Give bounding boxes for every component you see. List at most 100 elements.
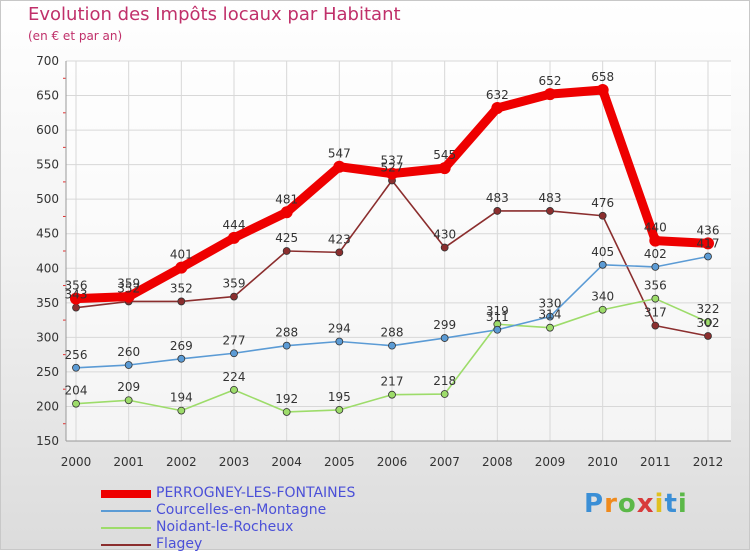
data-point: [544, 88, 556, 101]
y-tick-label: 500: [36, 192, 59, 206]
data-label: 356: [65, 279, 88, 293]
data-point: [651, 321, 660, 330]
data-point: [704, 252, 712, 261]
data-point: [175, 261, 188, 274]
data-label: 632: [486, 88, 509, 102]
data-point: [124, 396, 133, 405]
data-label: 417: [697, 237, 720, 251]
legend-swatch: [101, 510, 151, 512]
chart-title: Evolution des Impôts locaux par Habitant: [28, 4, 401, 25]
data-label: 436: [697, 223, 720, 237]
data-point: [282, 247, 291, 255]
data-label: 537: [381, 154, 404, 168]
data-point: [177, 354, 186, 363]
data-label: 288: [381, 326, 404, 340]
data-point: [702, 237, 714, 250]
data-label: 652: [539, 74, 562, 88]
chart-subtitle: (en € et par an): [28, 29, 123, 43]
data-label: 224: [223, 370, 246, 384]
data-point: [177, 297, 186, 306]
data-label: 218: [433, 374, 456, 388]
y-tick-label: 650: [36, 89, 59, 103]
data-label: 401: [170, 248, 193, 262]
data-label: 359: [223, 277, 246, 291]
data-label: 340: [591, 290, 614, 304]
legend-swatch: [101, 527, 151, 529]
y-tick-label: 150: [36, 434, 59, 448]
x-tick-label: 2001: [113, 455, 144, 469]
legend-label: Courcelles-en-Montagne: [156, 502, 327, 518]
x-tick-label: 2012: [693, 455, 724, 469]
data-label: 314: [539, 308, 562, 322]
legend-label: Noidant-le-Rocheux: [156, 519, 294, 535]
data-label: 277: [223, 333, 246, 347]
data-point: [70, 292, 82, 305]
data-label: 330: [539, 297, 562, 311]
data-point: [72, 363, 80, 372]
data-label: 302: [697, 316, 720, 330]
data-point: [704, 318, 712, 327]
data-point: [280, 206, 293, 219]
data-point: [440, 334, 449, 342]
data-label: 317: [644, 306, 667, 320]
data-point: [228, 231, 240, 244]
data-point: [72, 303, 80, 312]
data-label: 352: [170, 281, 193, 295]
x-tick-label: 2006: [377, 455, 408, 469]
x-tick-label: 2002: [166, 455, 197, 469]
data-label: 423: [328, 232, 351, 246]
data-point: [651, 294, 660, 303]
data-point: [335, 248, 344, 257]
proxiti-logo: Proxiti: [584, 489, 688, 519]
data-label: 545: [433, 148, 456, 162]
y-tick-label: 700: [36, 54, 59, 68]
x-tick-label: 2011: [640, 455, 671, 469]
data-point: [72, 399, 80, 408]
data-point: [124, 361, 133, 369]
data-point: [598, 260, 607, 269]
data-point: [440, 390, 449, 398]
legend-swatch: [101, 544, 151, 546]
y-tick-label: 400: [36, 261, 59, 275]
data-point: [491, 101, 504, 114]
x-tick-label: 2010: [587, 455, 618, 469]
y-tick-label: 600: [36, 123, 59, 137]
data-point: [230, 349, 238, 358]
data-point: [333, 160, 346, 173]
data-label: 209: [117, 380, 140, 394]
data-label: 527: [381, 161, 404, 175]
data-point: [335, 337, 344, 346]
x-tick-label: 2003: [219, 455, 250, 469]
data-label: 311: [486, 310, 509, 324]
data-point: [282, 408, 291, 416]
data-label: 217: [381, 375, 404, 389]
data-label: 269: [170, 339, 193, 353]
data-label: 299: [433, 318, 456, 332]
data-label: 547: [328, 147, 351, 161]
x-tick-label: 2009: [535, 455, 566, 469]
x-tick-label: 2007: [429, 455, 460, 469]
data-label: 402: [644, 247, 667, 261]
data-point: [388, 390, 396, 399]
data-label: 444: [223, 218, 246, 232]
data-label: 405: [591, 245, 614, 259]
legend-swatch: [101, 490, 151, 498]
data-point: [598, 305, 607, 314]
data-point: [335, 406, 344, 414]
data-point: [440, 243, 449, 252]
data-label: 476: [591, 196, 614, 210]
data-point: [177, 406, 186, 415]
data-point: [282, 341, 291, 350]
y-tick-label: 550: [36, 158, 59, 172]
data-point: [704, 332, 712, 340]
data-label: 440: [644, 221, 667, 235]
data-label: 356: [644, 279, 667, 293]
data-label: 288: [275, 326, 298, 340]
y-tick-label: 250: [36, 365, 59, 379]
data-label: 194: [170, 391, 193, 405]
data-point: [230, 292, 238, 301]
data-label: 483: [486, 191, 509, 205]
x-tick-label: 2005: [324, 455, 355, 469]
data-point: [386, 167, 398, 180]
